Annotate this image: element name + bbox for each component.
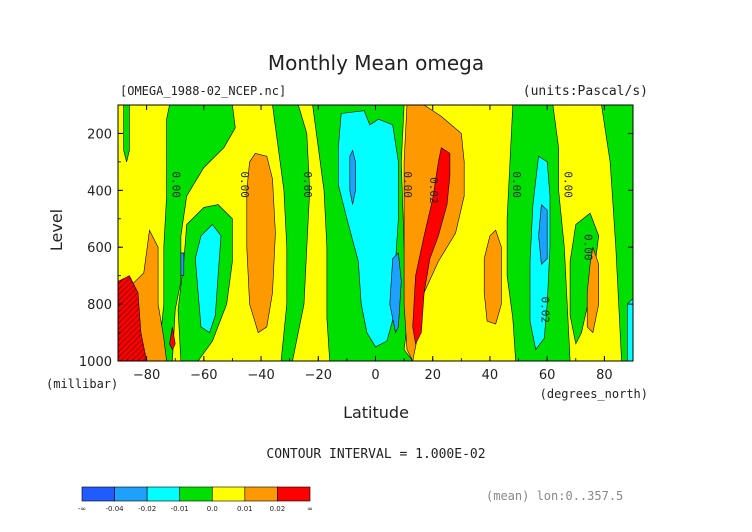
contour-region-red-sh-85 [118, 275, 147, 361]
chart-title: Monthly Mean omega [268, 51, 484, 75]
colorbar-swatch [211, 486, 246, 502]
colorbar-label: -∞ [78, 505, 86, 513]
contour-region-orange-sh-40 [246, 153, 276, 334]
contour-label: 0.02 [427, 177, 440, 204]
contour-region-blue-sh-strip [180, 252, 185, 277]
contour-region-orange-nh-80 [586, 247, 600, 334]
contour-region-red-nh-20 [412, 147, 451, 345]
contour-label: 0.00 [238, 171, 251, 198]
x-tick-label: −20 [305, 368, 332, 383]
contour-label: 0.00 [169, 171, 182, 198]
x-tick-label: 60 [539, 368, 556, 383]
colorbar-label: -0.02 [138, 505, 156, 513]
colorbar: -∞ -0.04 -0.02 -0.01 0.0 0.01 0.02 ∞ [78, 486, 313, 513]
contour-region-cyan-nh-polar [626, 297, 633, 361]
colorbar-label: 0.01 [237, 505, 253, 513]
file-label: [OMEGA_1988-02_NCEP.nc] [120, 84, 286, 98]
contour-region-green-nh-70-a [569, 212, 600, 345]
contour-region-cyan-sh-60 [194, 224, 222, 334]
contour-label: 0.00 [510, 171, 523, 198]
y-axis-units: (millibar) [46, 377, 118, 391]
x-tick-label: −60 [190, 368, 217, 383]
contour-label: 0.02 [538, 297, 551, 324]
contour-label: 0.00 [401, 171, 414, 198]
colorbar-swatch [244, 486, 278, 502]
colorbar-swatch [146, 486, 181, 502]
mean-note: (mean) lon:0..357.5 [486, 489, 623, 503]
colorbar-swatch [179, 486, 213, 502]
colorbar-label: 0.02 [270, 505, 286, 513]
y-tick-label: 200 [87, 127, 112, 142]
contour-region-blue-tropics-2 [389, 252, 402, 334]
contour-labels: 0.00 0.00 0.00 0.00 0.02 0.00 0.00 0.00 0.02 [169, 171, 594, 323]
contour-region-green-sh-stripe [272, 105, 311, 361]
y-axis-title: Level [47, 209, 66, 251]
contour-region-green-small-sh [123, 105, 130, 162]
contour-region-green-nh-polar [601, 105, 633, 361]
colorbar-label: 0.0 [207, 505, 218, 513]
x-tick-label: 20 [424, 368, 441, 383]
y-tick-label: 600 [87, 241, 112, 256]
contour-region-blue-nh-60 [538, 203, 548, 265]
contour-region-red-sh-spot [169, 326, 176, 351]
x-axis-units: (degrees_north) [540, 387, 648, 401]
contour-label: 0.00 [561, 171, 574, 198]
colorbar-label: -0.01 [171, 505, 189, 513]
contour-region-blue-tropics-1 [349, 149, 356, 205]
contour-region-green-sh-upper [157, 105, 236, 361]
x-tick-label: 0 [371, 368, 379, 383]
colorbar-swatch [81, 486, 115, 502]
x-tick-label: 80 [596, 368, 613, 383]
colorbar-label: ∞ [307, 505, 313, 513]
y-tick-label: 1000 [79, 355, 112, 370]
contour-interval: CONTOUR INTERVAL = 1.000E-02 [266, 447, 485, 462]
contour-label: 0.00 [301, 171, 314, 198]
plot-area [118, 105, 633, 361]
y-tick-label: 400 [87, 184, 112, 199]
y-tick-label: 800 [87, 298, 112, 313]
colorbar-swatch [277, 486, 311, 502]
contour-label: 0.00 [581, 234, 594, 261]
x-tick-label: −80 [133, 368, 160, 383]
x-tick-label: −40 [247, 368, 274, 383]
x-tick-label: 40 [482, 368, 499, 383]
colorbar-swatch [114, 486, 148, 502]
colorbar-label: -0.04 [106, 505, 125, 513]
contour-region-orange-nh-40 [483, 229, 502, 325]
axes: −80 −60 −40 −20 0 20 40 60 80 200 400 600 800 1000 [79, 104, 634, 383]
x-axis-title: Latitude [343, 403, 409, 422]
units-label: (units:Pascal/s) [523, 84, 648, 99]
